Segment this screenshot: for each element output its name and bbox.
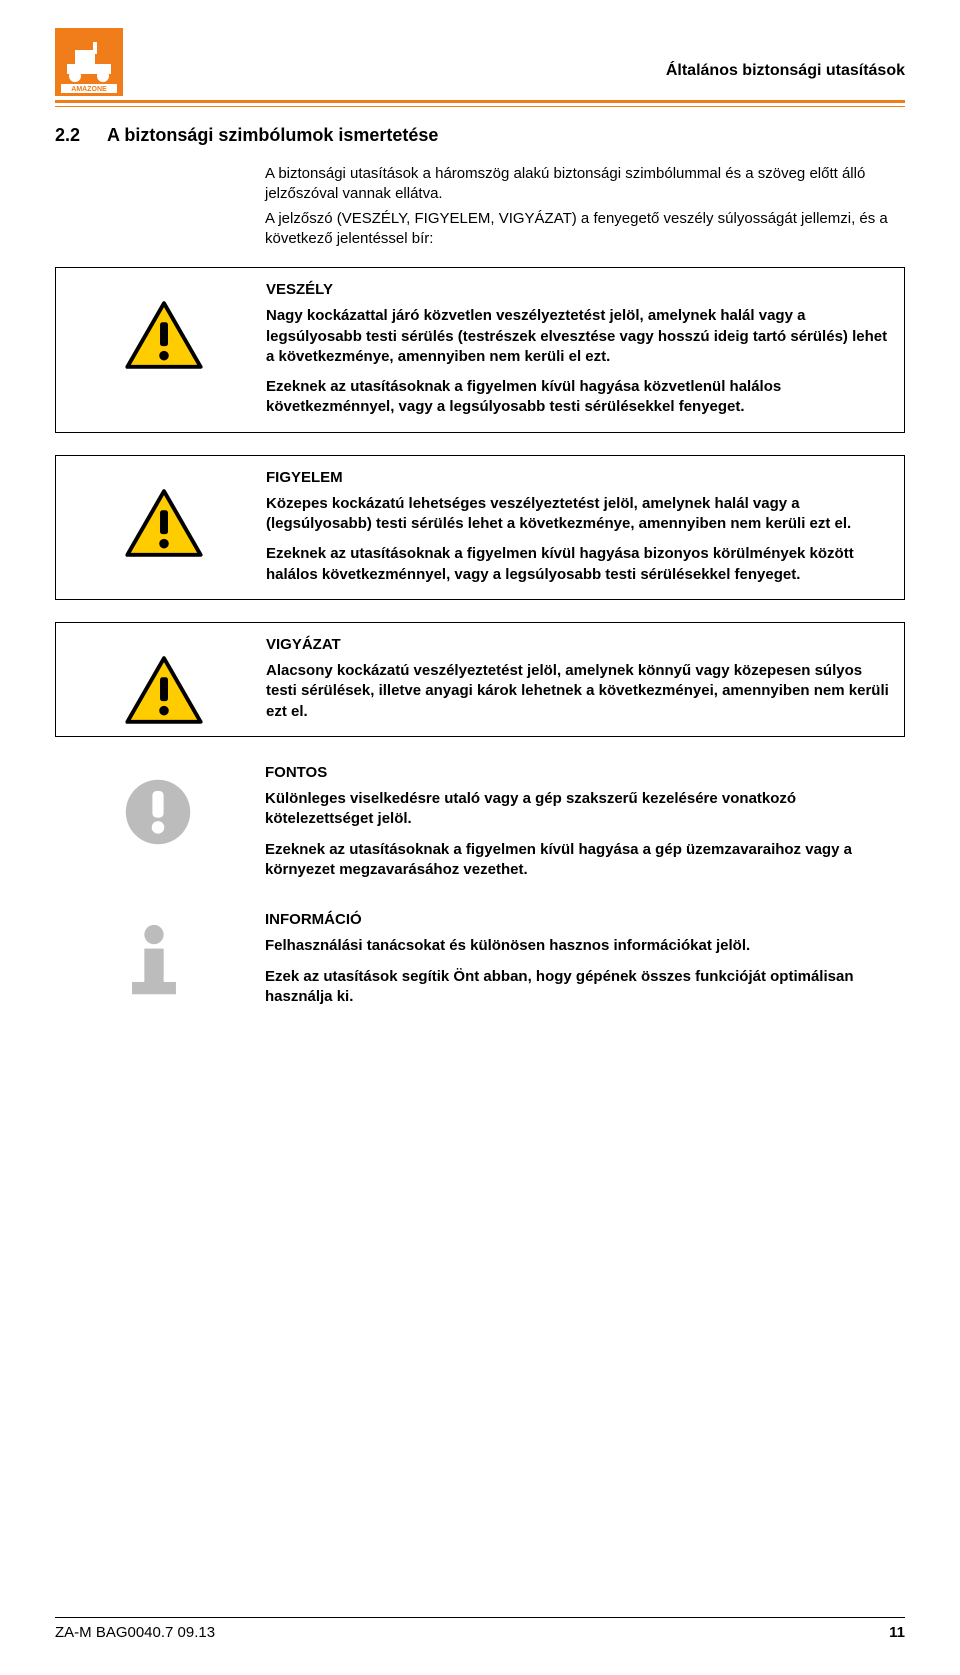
box-heading: FIGYELEM — [266, 468, 890, 488]
warning-box-danger: VESZÉLY Nagy kockázattal járó közvetlen … — [55, 267, 905, 433]
header-category: Általános biztonsági utasítások — [666, 62, 905, 80]
warning-box-caution: FIGYELEM Közepes kockázatú lehetséges ve… — [55, 455, 905, 600]
warning-triangle-icon — [124, 300, 204, 370]
icon-column — [56, 456, 266, 558]
page-footer: ZA-M BAG0040.7 09.13 11 — [55, 1617, 905, 1641]
box-heading: VIGYÁZAT — [266, 635, 890, 655]
warning-triangle-icon — [124, 488, 204, 558]
icon-column — [55, 906, 265, 1011]
divider-thick — [55, 100, 905, 103]
text-column: VESZÉLY Nagy kockázattal járó közvetlen … — [266, 268, 904, 432]
text-column: FONTOS Különleges viselkedésre utaló vag… — [265, 759, 905, 884]
section-number: 2.2 — [55, 125, 107, 146]
block-p1: Különleges viselkedésre utaló vagy a gép… — [265, 789, 891, 830]
box-heading: VESZÉLY — [266, 280, 890, 300]
footer-page-number: 11 — [889, 1624, 905, 1641]
important-circle-icon — [123, 777, 193, 847]
icon-column — [56, 268, 266, 370]
footer-doc-id: ZA-M BAG0040.7 09.13 — [55, 1624, 215, 1641]
brand-logo: AMAZONE — [55, 28, 123, 96]
section-title-text: A biztonsági szimbólumok ismertetése — [107, 125, 438, 145]
info-i-icon — [123, 924, 185, 996]
important-block: FONTOS Különleges viselkedésre utaló vag… — [55, 759, 905, 884]
box-p1: Közepes kockázatú lehetséges veszélyezte… — [266, 494, 890, 535]
divider-thin — [55, 106, 905, 107]
section-heading: 2.2A biztonsági szimbólumok ismertetése — [55, 125, 905, 146]
intro-p2: A jelzőszó (VESZÉLY, FIGYELEM, VIGYÁZAT)… — [265, 209, 905, 250]
block-p2: Ezeknek az utasításoknak a figyelmen kív… — [265, 840, 891, 881]
box-p2: Ezeknek az utasításoknak a figyelmen kív… — [266, 377, 890, 418]
warning-box-attention: VIGYÁZAT Alacsony kockázatú veszélyeztet… — [55, 622, 905, 737]
svg-text:AMAZONE: AMAZONE — [71, 86, 107, 93]
icon-column — [56, 623, 266, 725]
box-p1: Nagy kockázattal járó közvetlen veszélye… — [266, 306, 890, 367]
text-column: INFORMÁCIÓ Felhasználási tanácsokat és k… — [265, 906, 905, 1011]
intro-p1: A biztonsági utasítások a háromszög alak… — [265, 164, 905, 205]
icon-column — [55, 759, 265, 884]
block-p2: Ezek az utasítások segítik Önt abban, ho… — [265, 967, 891, 1008]
block-heading: FONTOS — [265, 763, 891, 783]
warning-triangle-icon — [124, 655, 204, 725]
intro-text: A biztonsági utasítások a háromszög alak… — [265, 164, 905, 249]
text-column: VIGYÁZAT Alacsony kockázatú veszélyeztet… — [266, 623, 904, 736]
block-heading: INFORMÁCIÓ — [265, 910, 891, 930]
info-block: INFORMÁCIÓ Felhasználási tanácsokat és k… — [55, 906, 905, 1011]
box-p1: Alacsony kockázatú veszélyeztetést jelöl… — [266, 661, 890, 722]
box-p2: Ezeknek az utasításoknak a figyelmen kív… — [266, 544, 890, 585]
block-p1: Felhasználási tanácsokat és különösen ha… — [265, 936, 891, 956]
text-column: FIGYELEM Közepes kockázatú lehetséges ve… — [266, 456, 904, 599]
